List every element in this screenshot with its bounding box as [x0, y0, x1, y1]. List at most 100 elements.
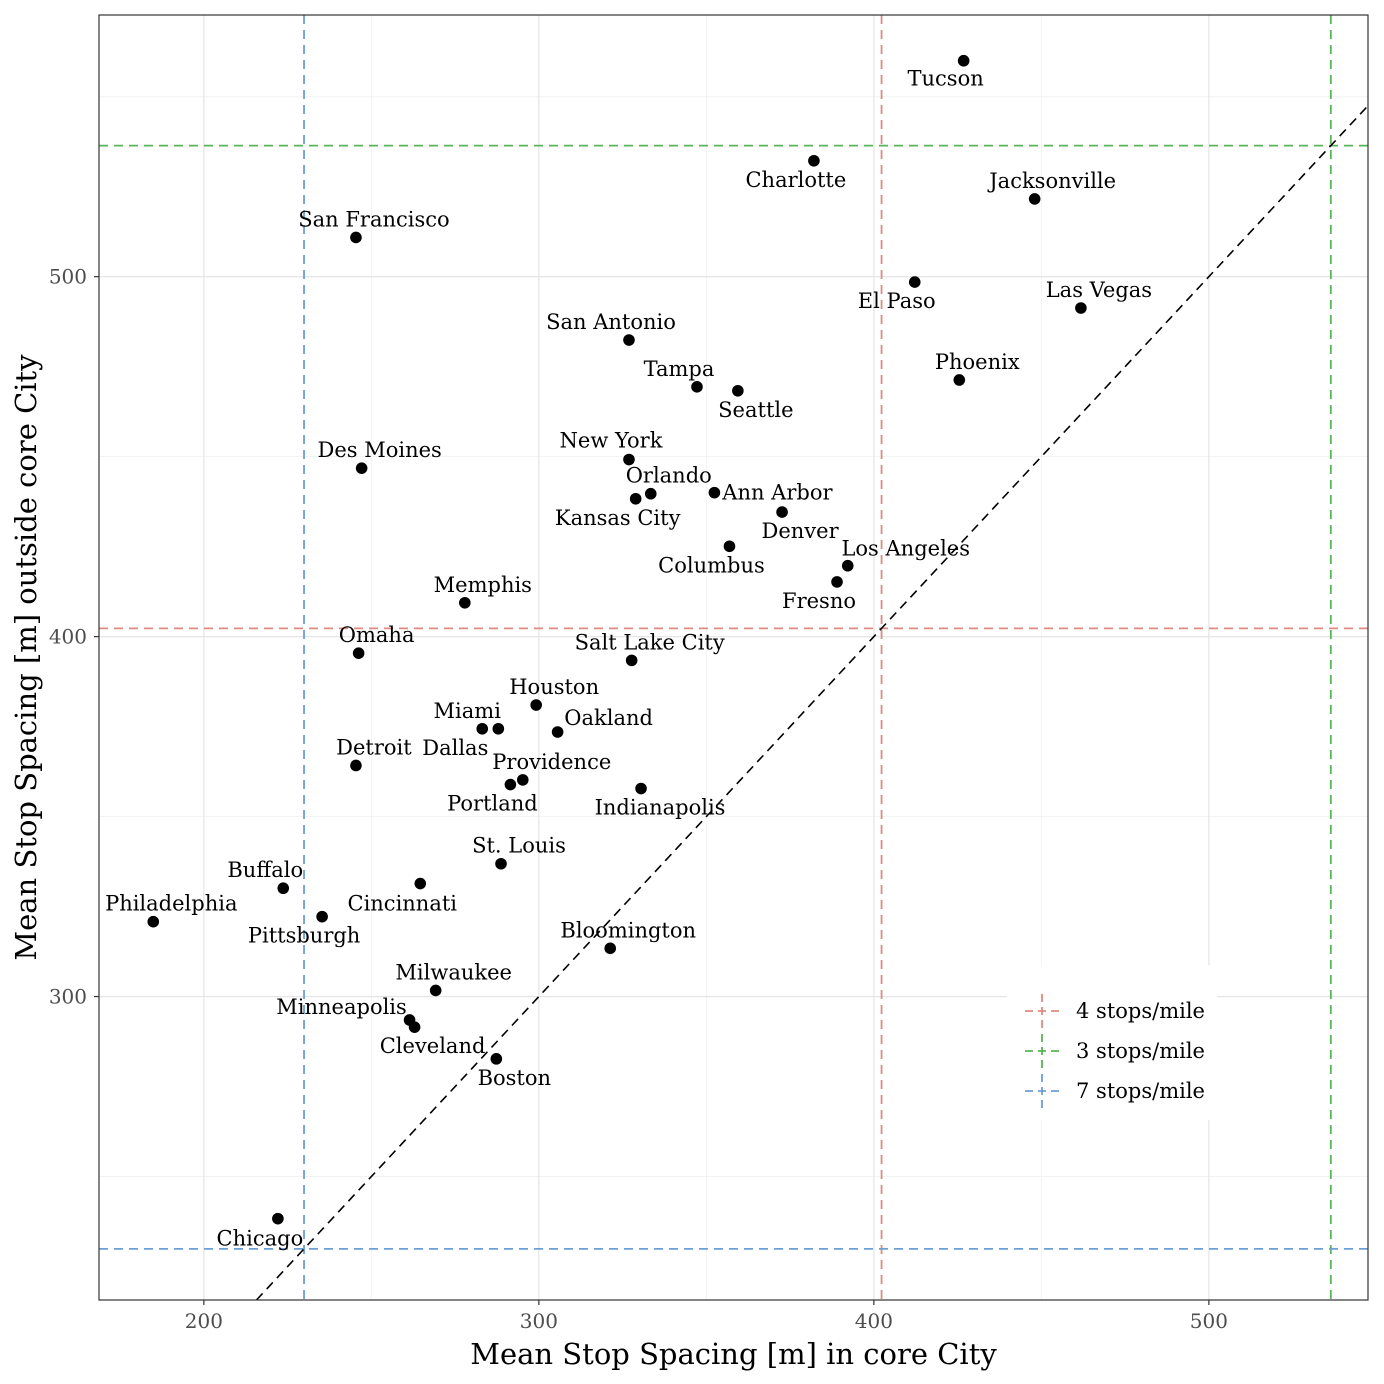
- data-point: [691, 381, 703, 393]
- point-label: Cleveland: [380, 1034, 486, 1058]
- legend-label: 4 stops/mile: [1076, 999, 1205, 1023]
- data-point: [1028, 193, 1041, 205]
- point-label: Phoenix: [935, 350, 1020, 374]
- data-point: [723, 540, 736, 553]
- data-point: [708, 486, 721, 499]
- data-point: [841, 559, 854, 572]
- data-point: [272, 1212, 284, 1225]
- data-point: [408, 1021, 421, 1033]
- x-tick-label: 500: [1190, 1309, 1228, 1333]
- data-point: [476, 722, 489, 735]
- point-label: El Paso: [858, 289, 936, 313]
- point-label: Fresno: [782, 589, 856, 613]
- y-tick-label: 400: [49, 625, 87, 649]
- point-label: New York: [560, 429, 663, 453]
- point-label: Orlando: [626, 464, 712, 488]
- point-label: Omaha: [339, 623, 415, 647]
- point-label: Pittsburgh: [248, 924, 360, 948]
- point-label: Ann Arbor: [721, 481, 833, 505]
- data-point: [808, 154, 820, 167]
- data-point: [530, 699, 542, 711]
- x-tick-label: 400: [855, 1309, 893, 1333]
- panel-border: [98, 14, 1369, 1301]
- data-point: [429, 984, 442, 997]
- point-label: Tampa: [644, 357, 715, 381]
- point-label: Buffalo: [227, 858, 303, 882]
- point-label: Portland: [447, 792, 538, 816]
- data-point: [316, 910, 328, 923]
- data-point: [629, 492, 642, 505]
- data-point: [957, 54, 970, 67]
- point-label: Houston: [509, 675, 599, 699]
- y-tick-label: 500: [49, 265, 87, 289]
- data-point: [350, 231, 362, 244]
- data-point: [776, 506, 788, 518]
- data-point: [625, 654, 638, 667]
- data-point: [908, 276, 921, 288]
- point-label: Providence: [492, 750, 611, 774]
- data-point: [495, 857, 507, 870]
- point-label: Las Vegas: [1046, 278, 1152, 302]
- data-point: [459, 596, 471, 609]
- data-point: [551, 726, 564, 738]
- data-point: [635, 782, 647, 795]
- point-label: Columbus: [658, 553, 765, 577]
- point-label: Oakland: [564, 706, 653, 730]
- x-tick-label: 200: [185, 1309, 223, 1333]
- data-point: [352, 647, 365, 659]
- point-label: Bloomington: [560, 918, 696, 942]
- data-point: [350, 759, 362, 772]
- diagonal-line: [255, 105, 1369, 1301]
- data-point: [355, 462, 368, 474]
- point-label: St. Louis: [472, 834, 566, 858]
- point-label: Minneapolis: [276, 995, 407, 1019]
- reference-lines: [99, 15, 1369, 1301]
- data-point: [831, 576, 843, 588]
- data-point: [604, 942, 617, 955]
- point-label: Miami: [434, 699, 502, 723]
- point-label: Chicago: [217, 1227, 304, 1251]
- data-point: [516, 774, 529, 786]
- data-point: [953, 374, 966, 386]
- x-axis-title: Mean Stop Spacing [m] in core City: [470, 1337, 997, 1371]
- data-point: [644, 487, 657, 500]
- data-point: [732, 384, 744, 397]
- point-label: San Antonio: [546, 310, 676, 334]
- legend-label: 7 stops/mile: [1076, 1079, 1205, 1103]
- data-point: [623, 453, 635, 466]
- point-label: Milwaukee: [395, 960, 512, 984]
- point-label: Indianapolis: [595, 796, 726, 820]
- axis-ticks: 200 300 400 500 300 400 500: [49, 265, 1228, 1333]
- point-label: Charlotte: [745, 168, 846, 192]
- point-label: Detroit: [336, 735, 412, 759]
- data-points: [147, 54, 1087, 1225]
- point-label: Jacksonville: [987, 169, 1116, 193]
- point-label: Dallas: [422, 736, 488, 760]
- point-label: Los Angeles: [841, 537, 970, 561]
- point-labels: Tucson Charlotte Jacksonville San Francisco…: [105, 67, 1152, 1251]
- y-axis-title: Mean Stop Spacing [m] outside core City: [9, 354, 43, 961]
- point-label: San Francisco: [298, 207, 449, 231]
- x-tick-label: 300: [520, 1309, 558, 1333]
- point-label: Memphis: [434, 573, 532, 597]
- data-point: [147, 915, 160, 928]
- point-label: Cincinnati: [348, 892, 458, 916]
- data-point: [504, 778, 517, 791]
- legend: 4 stops/mile 3 stops/mile 7 stops/mile: [1007, 965, 1217, 1120]
- point-label: Denver: [762, 519, 840, 543]
- data-point: [414, 877, 427, 890]
- point-label: Seattle: [718, 398, 793, 422]
- data-point: [277, 882, 290, 895]
- point-label: Philadelphia: [105, 892, 237, 916]
- point-label: Des Moines: [317, 438, 441, 462]
- data-point: [490, 1053, 503, 1065]
- legend-label: 3 stops/mile: [1076, 1039, 1205, 1063]
- data-point: [623, 334, 635, 346]
- data-point: [492, 722, 505, 735]
- y-tick-label: 300: [49, 985, 87, 1009]
- point-label: Kansas City: [555, 506, 681, 530]
- point-label: Salt Lake City: [575, 630, 725, 654]
- point-label: Tucson: [908, 67, 984, 91]
